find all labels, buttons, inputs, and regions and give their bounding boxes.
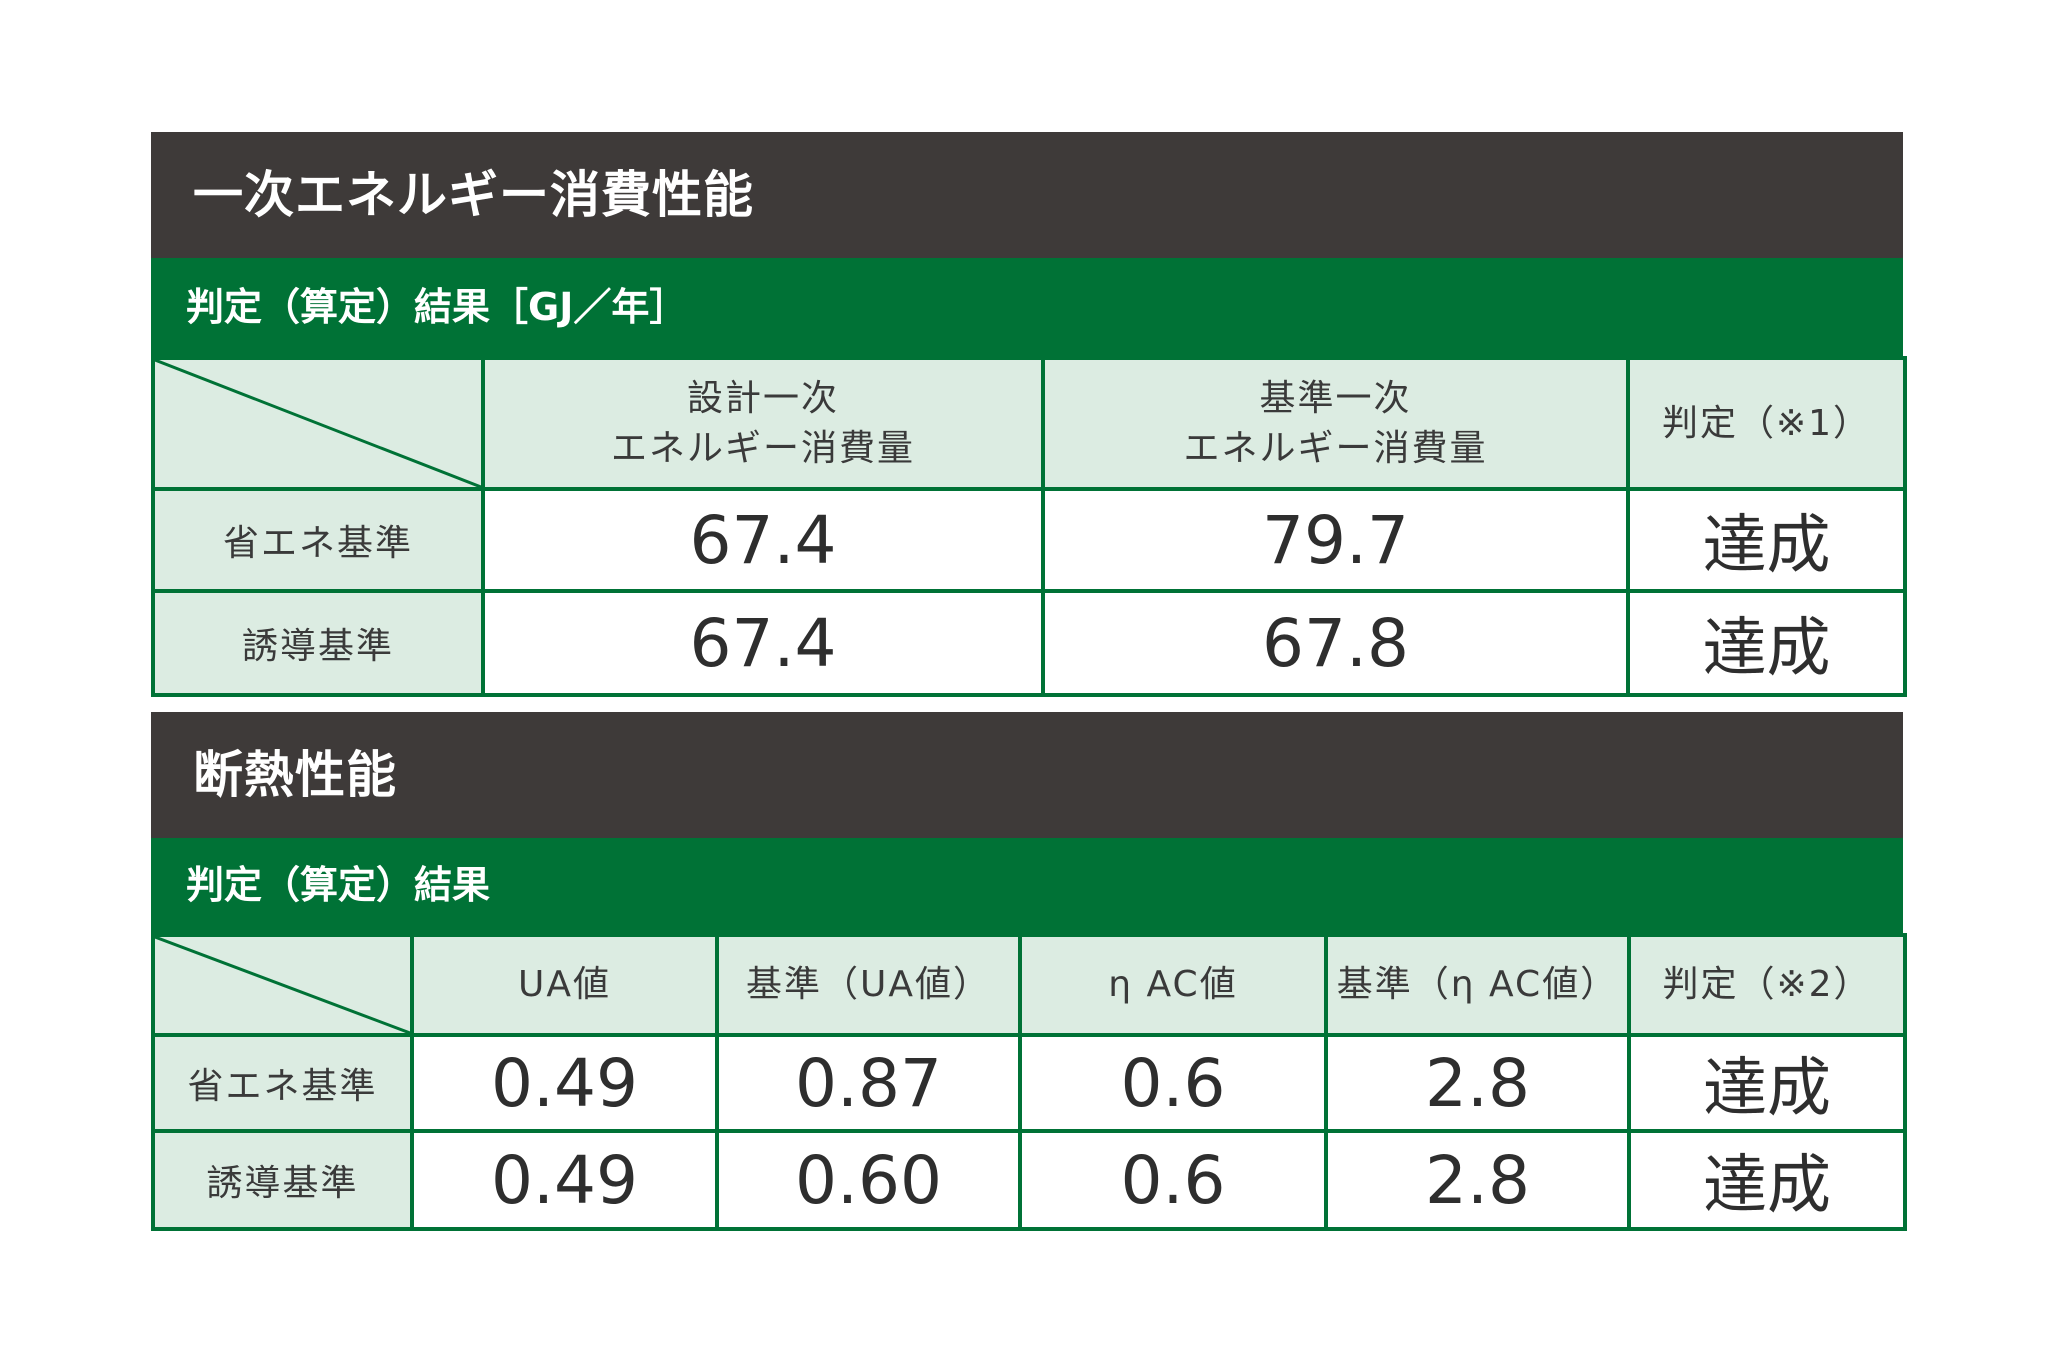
table-row: 省エネ基準 0.49 0.87 0.6 2.8 達成 <box>151 1033 1907 1133</box>
header-design-line2: エネルギー消費量 <box>610 427 915 469</box>
header-standard-line1: 基準一次 <box>1259 377 1412 419</box>
header-eta: η AC値 <box>1018 933 1328 1037</box>
eta-value: 0.6 <box>1018 1033 1328 1133</box>
standard-energy-value: 67.8 <box>1041 589 1630 697</box>
row-label: 誘導基準 <box>151 1129 414 1231</box>
table-row: 誘導基準 0.49 0.60 0.6 2.8 達成 <box>151 1129 1907 1231</box>
header-design-energy: 設計一次 エネルギー消費量 <box>481 356 1045 491</box>
insulation-table: UA値 基準（UA値） η AC値 基準（η AC値） 判定（※2） 省エネ基準… <box>151 933 1907 1231</box>
design-energy-value: 67.4 <box>481 487 1045 593</box>
header-ua-standard: 基準（UA値） <box>715 933 1022 1037</box>
standard-energy-value: 79.7 <box>1041 487 1630 593</box>
energy-subtitle: 判定（算定）結果［GJ／年］ <box>151 258 1903 356</box>
design-energy-value: 67.4 <box>481 589 1045 697</box>
judgement-result: 達成 <box>1627 1129 1907 1231</box>
header-judgement: 判定（※1） <box>1626 356 1907 491</box>
eta-standard-value: 2.8 <box>1324 1129 1631 1231</box>
ua-standard-value: 0.60 <box>715 1129 1022 1231</box>
insulation-title: 断熱性能 <box>151 712 1903 838</box>
insulation-section: 断熱性能 判定（算定）結果 UA値 基準（UA値） η AC値 基準（η AC値… <box>151 712 1907 1231</box>
table-header-row: 設計一次 エネルギー消費量 基準一次 エネルギー消費量 判定（※1） <box>151 356 1907 491</box>
header-design-line1: 設計一次 <box>686 377 839 419</box>
header-standard-energy: 基準一次 エネルギー消費量 <box>1041 356 1630 491</box>
table-row: 省エネ基準 67.4 79.7 達成 <box>151 487 1907 593</box>
diagonal-line <box>155 937 410 1033</box>
judgement-result: 達成 <box>1627 1033 1907 1133</box>
corner-cell <box>151 933 414 1037</box>
ua-value: 0.49 <box>410 1033 719 1133</box>
judgement-result: 達成 <box>1626 487 1907 593</box>
eta-standard-value: 2.8 <box>1324 1033 1631 1133</box>
header-standard-line2: エネルギー消費量 <box>1183 427 1488 469</box>
eta-value: 0.6 <box>1018 1129 1328 1231</box>
ua-standard-value: 0.87 <box>715 1033 1022 1133</box>
diagonal-line <box>155 360 481 487</box>
header-eta-standard: 基準（η AC値） <box>1324 933 1631 1037</box>
energy-table: 設計一次 エネルギー消費量 基準一次 エネルギー消費量 判定（※1） 省エネ基準… <box>151 356 1907 697</box>
ua-value: 0.49 <box>410 1129 719 1231</box>
table-header-row: UA値 基準（UA値） η AC値 基準（η AC値） 判定（※2） <box>151 933 1907 1037</box>
energy-section: 一次エネルギー消費性能 判定（算定）結果［GJ／年］ 設計一次 エネルギー消費量… <box>151 132 1907 697</box>
row-label: 誘導基準 <box>151 589 485 697</box>
insulation-subtitle: 判定（算定）結果 <box>151 838 1903 933</box>
judgement-result: 達成 <box>1626 589 1907 697</box>
row-label: 省エネ基準 <box>151 487 485 593</box>
header-judgement: 判定（※2） <box>1627 933 1907 1037</box>
table-row: 誘導基準 67.4 67.8 達成 <box>151 589 1907 697</box>
header-ua: UA値 <box>410 933 719 1037</box>
energy-title: 一次エネルギー消費性能 <box>151 132 1903 258</box>
row-label: 省エネ基準 <box>151 1033 414 1133</box>
corner-cell <box>151 356 485 491</box>
